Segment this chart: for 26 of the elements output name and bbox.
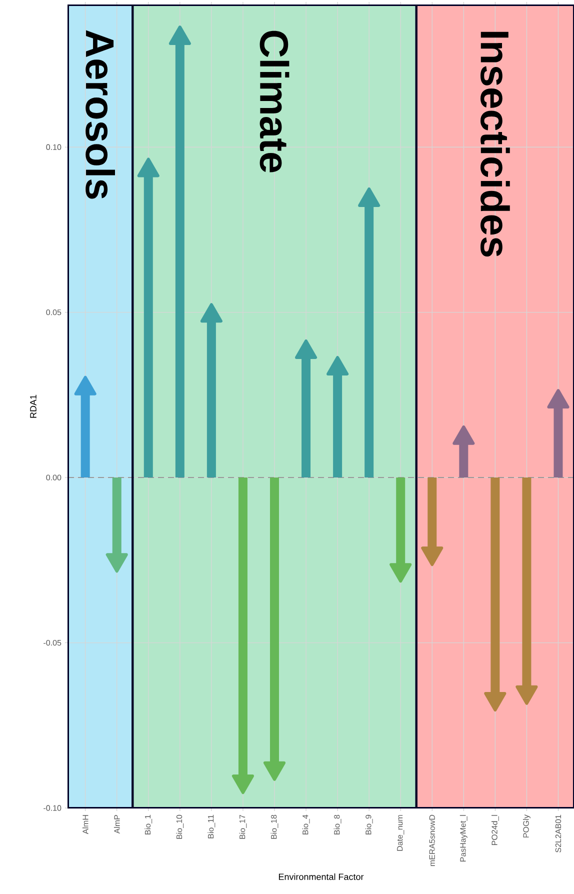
x-tick-label: Bio_11 [208,814,216,838]
x-tick-label: Bio_1 [144,814,152,834]
x-tick-label: Bio_4 [302,814,310,834]
band-label: Climate [260,30,290,172]
x-tick-label: S2L2AB01 [555,814,562,852]
x-axis-title: Environmental Factor [278,873,364,880]
y-tick-label: -0.05 [44,640,62,646]
x-tick-label: Date_num [397,815,404,851]
x-tick-label: PO24d_l [491,815,499,846]
y-tick-label: 0.00 [46,474,62,480]
x-tick-label: Bio_10 [176,814,184,839]
x-tick-label: Bio_9 [365,814,373,834]
y-tick-label: 0.05 [46,309,62,316]
x-tick-label: Bio_17 [239,814,247,839]
y-axis-title: RDA1 [30,394,36,418]
x-tick-label: AlmP [114,814,120,834]
y-tick-label: -0.10 [44,805,62,811]
x-tick-label: PasHayMet_l [460,815,468,862]
band-label: Insecticides [480,32,510,257]
x-tick-label: AlmH [82,815,88,834]
x-tick-label: POGly [522,814,530,838]
y-tick-label: 0.10 [46,144,62,150]
x-tick-label: Bio_18 [270,814,278,839]
band-label: Aerosols [86,30,115,199]
x-tick-label: mERA5snowD [429,814,435,866]
x-tick-label: Bio_8 [334,814,342,834]
